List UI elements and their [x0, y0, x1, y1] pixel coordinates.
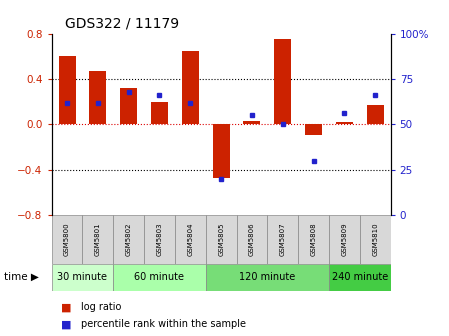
Text: GDS322 / 11179: GDS322 / 11179 — [65, 16, 179, 30]
Bar — [52, 264, 113, 291]
Bar — [83, 215, 113, 264]
Bar — [120, 88, 137, 124]
Text: 240 minute: 240 minute — [332, 272, 388, 282]
Text: ■: ■ — [61, 302, 71, 312]
Text: ■: ■ — [61, 319, 71, 329]
Bar — [175, 215, 206, 264]
Bar — [305, 124, 322, 134]
Text: time ▶: time ▶ — [4, 272, 40, 282]
Bar — [151, 101, 168, 124]
Text: GSM5803: GSM5803 — [157, 222, 163, 256]
Bar — [144, 215, 175, 264]
Bar — [113, 215, 144, 264]
Text: GSM5810: GSM5810 — [372, 222, 378, 256]
Bar — [243, 121, 260, 124]
Bar — [206, 215, 237, 264]
Text: 30 minute: 30 minute — [57, 272, 107, 282]
Text: percentile rank within the sample: percentile rank within the sample — [81, 319, 246, 329]
Bar — [274, 39, 291, 124]
Bar — [298, 215, 329, 264]
Bar — [182, 51, 199, 124]
Bar — [237, 215, 267, 264]
Bar — [267, 215, 298, 264]
Bar — [89, 71, 106, 124]
Bar — [329, 264, 391, 291]
Text: 60 minute: 60 minute — [135, 272, 185, 282]
Text: log ratio: log ratio — [81, 302, 121, 312]
Text: GSM5807: GSM5807 — [280, 222, 286, 256]
Bar — [58, 56, 75, 124]
Bar — [206, 264, 329, 291]
Text: GSM5808: GSM5808 — [311, 222, 317, 256]
Text: GSM5804: GSM5804 — [187, 223, 194, 256]
Bar — [336, 122, 353, 124]
Text: GSM5802: GSM5802 — [126, 223, 132, 256]
Bar — [213, 124, 229, 178]
Text: GSM5800: GSM5800 — [64, 222, 70, 256]
Bar — [113, 264, 206, 291]
Text: GSM5806: GSM5806 — [249, 222, 255, 256]
Text: 120 minute: 120 minute — [239, 272, 295, 282]
Bar — [329, 215, 360, 264]
Bar — [360, 215, 391, 264]
Bar — [52, 215, 83, 264]
Text: GSM5801: GSM5801 — [95, 222, 101, 256]
Bar — [367, 105, 384, 124]
Text: GSM5805: GSM5805 — [218, 223, 224, 256]
Text: GSM5809: GSM5809 — [341, 222, 348, 256]
